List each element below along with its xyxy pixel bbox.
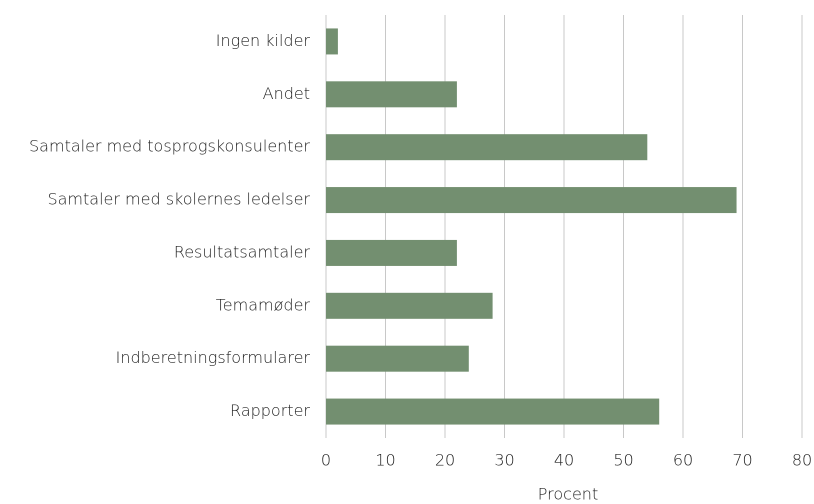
y-tick-label: Resultatsamtaler — [174, 242, 311, 261]
bar — [326, 239, 457, 266]
x-tick-label: 40 — [554, 451, 574, 470]
x-axis-label: Procent — [538, 485, 598, 504]
x-tick-label: 80 — [792, 451, 812, 470]
bar — [326, 134, 648, 161]
bar — [326, 187, 737, 214]
y-tick-label: Rapporter — [230, 401, 310, 420]
y-tick-label: Samtaler med tosprogskonsulenter — [29, 137, 310, 156]
y-tick-label: Ingen kilder — [216, 31, 311, 50]
x-tick-label: 20 — [435, 451, 455, 470]
bar — [326, 292, 493, 319]
bar — [326, 81, 457, 108]
bar — [326, 398, 660, 425]
x-tick-label: 60 — [673, 451, 693, 470]
x-tick-label: 0 — [321, 451, 331, 470]
y-tick-label: Samtaler med skolernes ledelser — [47, 190, 310, 209]
x-tick-label: 10 — [375, 451, 395, 470]
y-tick-label: Andet — [263, 84, 310, 103]
bar — [326, 345, 469, 372]
x-tick-label: 50 — [613, 451, 633, 470]
y-tick-label: Temamøder — [216, 295, 311, 314]
x-tick-label: 30 — [494, 451, 514, 470]
bar — [326, 28, 338, 55]
x-tick-label: 70 — [732, 451, 752, 470]
y-tick-label: Indberetningsformularer — [116, 348, 311, 367]
